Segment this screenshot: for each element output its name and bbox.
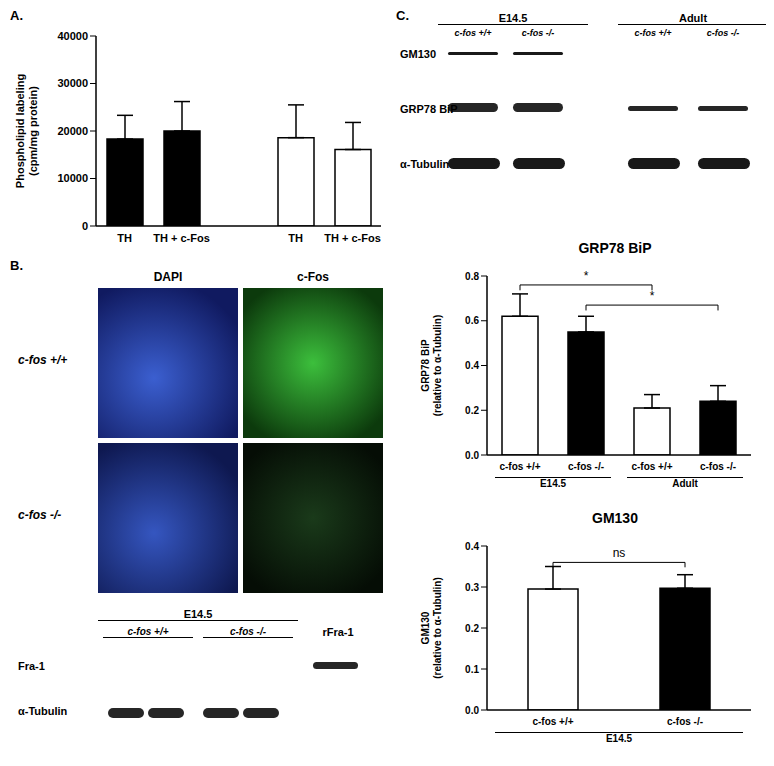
html-text:c-fos +/+: c-fos +/+ bbox=[634, 28, 672, 38]
svg-text:0.2: 0.2 bbox=[465, 623, 479, 634]
svg-text:c-fos -/-: c-fos -/- bbox=[700, 461, 736, 472]
svg-text:*: * bbox=[650, 289, 655, 303]
html-text:C.: C. bbox=[396, 8, 409, 23]
svg-text:*: * bbox=[584, 269, 589, 283]
html-text:GM130: GM130 bbox=[400, 48, 437, 60]
html-text:c-fos -/-: c-fos -/- bbox=[229, 626, 266, 637]
svg-text:c-fos +/+: c-fos +/+ bbox=[499, 461, 540, 472]
html-text:GM130: GM130 bbox=[592, 510, 638, 526]
html-text:c-fos -/-: c-fos -/- bbox=[18, 508, 62, 522]
html-text:c-fos +/+: c-fos +/+ bbox=[127, 626, 169, 637]
svg-text:c-fos -/-: c-fos -/- bbox=[568, 461, 604, 472]
html-text:Adult: Adult bbox=[678, 12, 707, 24]
svg-text:0.4: 0.4 bbox=[465, 360, 479, 371]
svg-text:10000: 10000 bbox=[57, 172, 88, 184]
html-text:Fra-1: Fra-1 bbox=[18, 660, 45, 672]
svg-text:0.0: 0.0 bbox=[465, 450, 479, 461]
html-text:c-Fos: c-Fos bbox=[297, 270, 329, 284]
html-text:B.: B. bbox=[10, 258, 23, 273]
svg-text:TH + c-Fos: TH + c-Fos bbox=[324, 232, 381, 244]
html-text:E14.5: E14.5 bbox=[539, 478, 567, 489]
svg-text:TH + c-Fos: TH + c-Fos bbox=[153, 232, 210, 244]
html-text:c-fos +/+: c-fos +/+ bbox=[454, 28, 492, 38]
svg-text:c-fos +/+: c-fos +/+ bbox=[631, 461, 672, 472]
svg-text:0.8: 0.8 bbox=[465, 271, 479, 282]
html-text:GRP78 BiP: GRP78 BiP bbox=[578, 240, 652, 256]
html-text:GRP78 BiP: GRP78 BiP bbox=[400, 103, 458, 115]
html-text:c-fos -/-: c-fos -/- bbox=[521, 28, 555, 38]
html-text:α-Tubulin: α-Tubulin bbox=[18, 705, 68, 717]
svg-text:TH: TH bbox=[117, 232, 132, 244]
html-text:DAPI: DAPI bbox=[153, 270, 183, 284]
svg-text:TH: TH bbox=[288, 232, 303, 244]
svg-text:c-fos -/-: c-fos -/- bbox=[667, 716, 703, 727]
svg-text:0.2: 0.2 bbox=[465, 405, 479, 416]
html-text:A.: A. bbox=[10, 8, 23, 23]
html-text:rFra-1: rFra-1 bbox=[322, 626, 354, 638]
html-text:E14.5: E14.5 bbox=[183, 608, 213, 620]
svg-text:Phospholipid labeling(cpm/mg p: Phospholipid labeling(cpm/mg protein) bbox=[14, 74, 39, 188]
html-text:E14.5: E14.5 bbox=[605, 733, 633, 744]
svg-text:0.3: 0.3 bbox=[465, 582, 479, 593]
svg-text:0: 0 bbox=[82, 220, 88, 232]
svg-text:c-fos +/+: c-fos +/+ bbox=[532, 716, 573, 727]
svg-text:0.1: 0.1 bbox=[465, 664, 479, 675]
svg-text:40000: 40000 bbox=[57, 30, 88, 42]
svg-text:20000: 20000 bbox=[57, 125, 88, 137]
svg-text:GRP78 BiP(relative to α-Tubuli: GRP78 BiP(relative to α-Tubulin) bbox=[420, 315, 443, 417]
html-text:α-Tubulin: α-Tubulin bbox=[400, 158, 450, 170]
svg-text:30000: 30000 bbox=[57, 77, 88, 89]
html-text:Adult: Adult bbox=[672, 478, 698, 489]
svg-text:GM130(relative to α-Tubulin): GM130(relative to α-Tubulin) bbox=[420, 577, 443, 679]
html-text:E14.5: E14.5 bbox=[498, 12, 528, 24]
svg-text:0.4: 0.4 bbox=[465, 541, 479, 552]
html-text:c-fos +/+: c-fos +/+ bbox=[18, 353, 68, 367]
svg-text:0.0: 0.0 bbox=[465, 705, 479, 716]
svg-text:ns: ns bbox=[613, 546, 626, 560]
svg-text:0.6: 0.6 bbox=[465, 315, 479, 326]
html-text:c-fos -/-: c-fos -/- bbox=[706, 28, 740, 38]
